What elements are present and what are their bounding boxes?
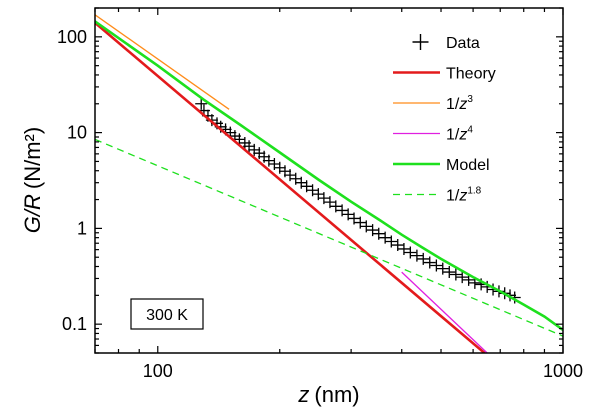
temperature-annotation-text: 300 K (146, 307, 188, 324)
y-tick-label: 10 (67, 123, 87, 143)
temperature-annotation: 300 K (131, 299, 203, 329)
legend-marker (413, 34, 429, 50)
y-axis-variable: G/R (20, 194, 45, 233)
x-axis-title: z (nm) (297, 382, 359, 407)
x-tick-label: 100 (143, 361, 173, 381)
legend-item-theory: Theory (393, 66, 496, 83)
data-point (437, 263, 449, 275)
legend-item-1-z1-8: 1/z1.8 (393, 186, 482, 205)
data-point (411, 250, 423, 262)
legend-item-model: Model (393, 157, 490, 174)
y-tick-label: 1 (77, 218, 87, 238)
legend-label: 1/z1.8 (446, 186, 482, 205)
legend-label: Model (446, 157, 490, 174)
data-point (443, 266, 455, 278)
y-axis-title: G/R (N/m²) (20, 127, 45, 233)
x-tick-label: 1000 (543, 361, 583, 381)
y-tick-label: 100 (57, 27, 87, 47)
y-tick-label: 0.1 (62, 314, 87, 334)
series-line-1-z3 (95, 15, 229, 110)
legend-item-1-z4: 1/z4 (393, 125, 473, 144)
legend-item-1-z3: 1/z3 (393, 94, 473, 113)
data-point (430, 259, 442, 271)
legend: Data Theory 1/z3 1/z4 Model 1/z1.8 (393, 34, 496, 205)
legend-label: Theory (446, 66, 496, 83)
legend-label: Data (446, 35, 480, 52)
legend-item-data: Data (413, 34, 480, 52)
legend-label: 1/z3 (446, 94, 473, 113)
x-axis-variable: z (297, 382, 309, 407)
x-axis-unit: (nm) (314, 382, 359, 407)
legend-label: 1/z4 (446, 125, 473, 144)
y-axis-unit: (N/m²) (20, 127, 45, 189)
